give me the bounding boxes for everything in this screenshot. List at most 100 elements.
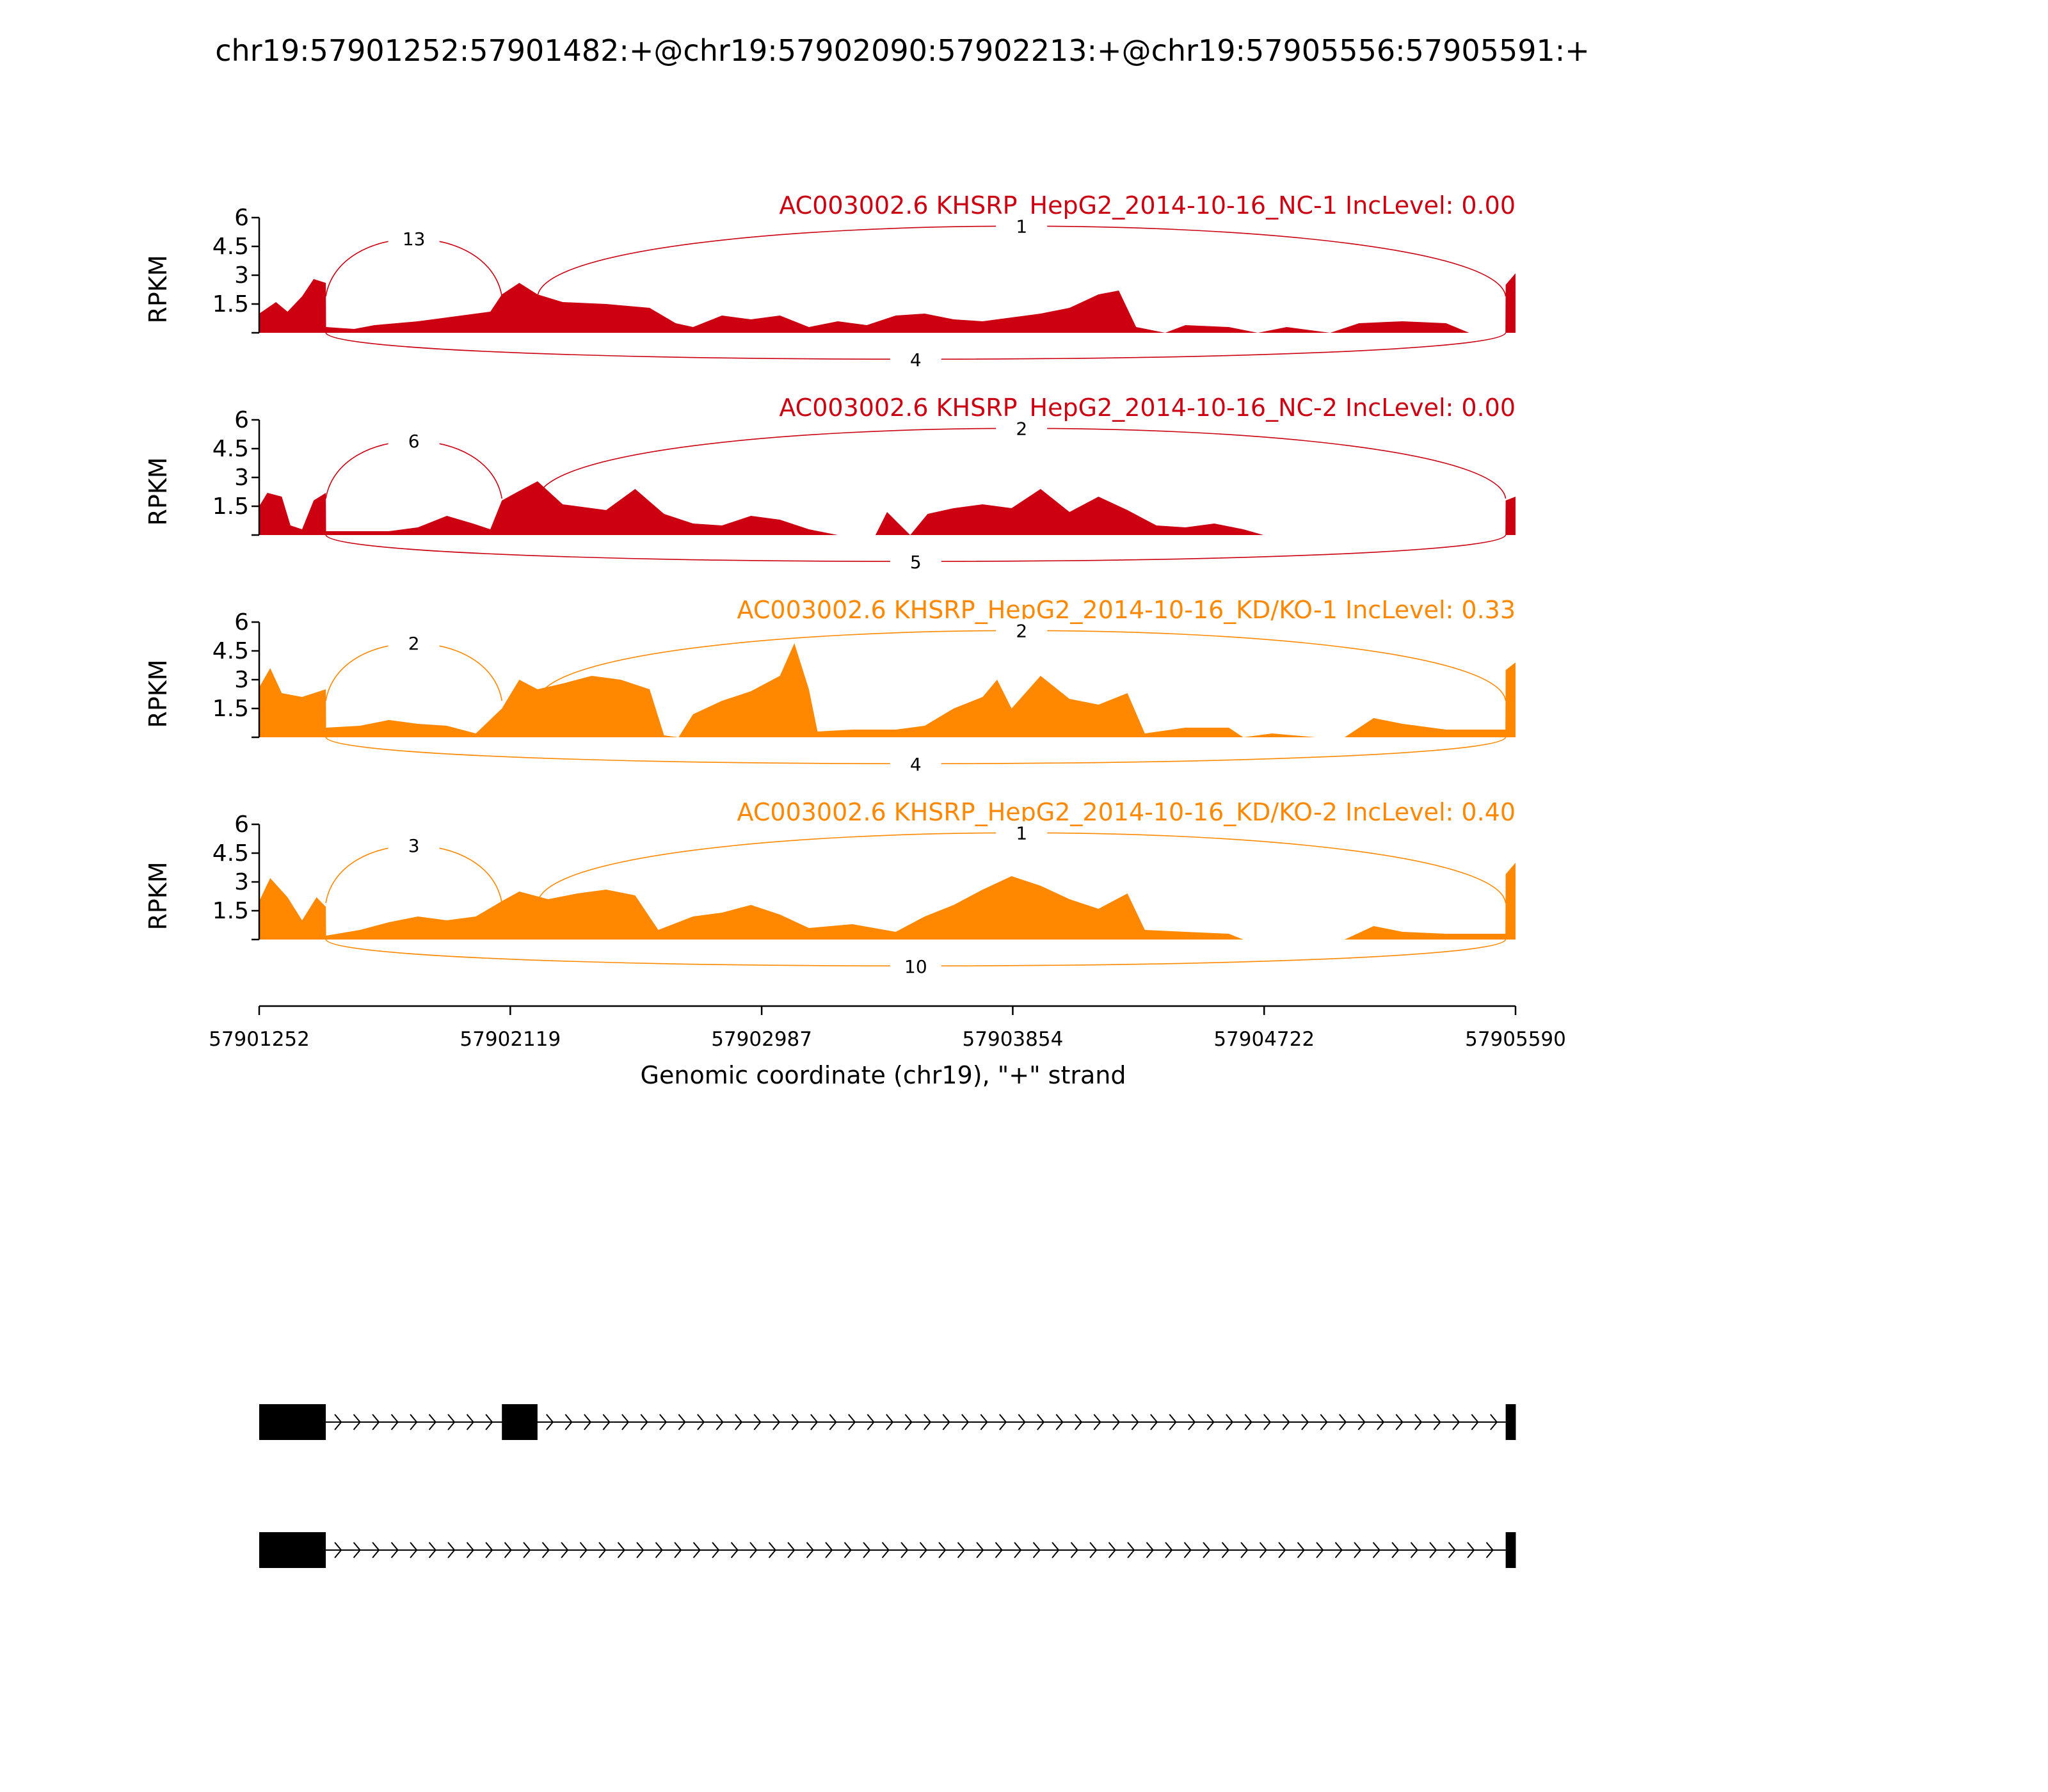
strand-arrow bbox=[716, 1414, 724, 1430]
strand-arrow bbox=[485, 1542, 493, 1558]
strand-arrow bbox=[1150, 1414, 1158, 1430]
x-tick-label: 57905590 bbox=[1465, 1028, 1566, 1051]
strand-arrow bbox=[1278, 1542, 1286, 1558]
strand-arrow bbox=[735, 1414, 743, 1430]
junction-label-bg bbox=[388, 227, 440, 250]
y-tick-label: 6 bbox=[234, 609, 249, 636]
y-tick-label: 6 bbox=[234, 407, 249, 433]
strand-arrow bbox=[584, 1414, 592, 1430]
strand-arrow bbox=[1357, 1414, 1366, 1430]
strand-arrow bbox=[886, 1414, 894, 1430]
strand-arrow bbox=[1244, 1414, 1252, 1430]
strand-arrow bbox=[829, 1414, 837, 1430]
strand-arrow bbox=[938, 1542, 947, 1558]
y-tick-label: 4.5 bbox=[212, 436, 249, 462]
isoform-1 bbox=[259, 1404, 1516, 1440]
strand-arrow bbox=[1127, 1542, 1135, 1558]
y-axis-label: RPKM bbox=[144, 255, 172, 323]
strand-arrow bbox=[881, 1542, 890, 1558]
junction-count: 5 bbox=[910, 552, 922, 573]
strand-arrow bbox=[825, 1542, 833, 1558]
junction-label-bg bbox=[890, 550, 941, 572]
exon-block bbox=[259, 1532, 326, 1568]
coverage-area bbox=[259, 863, 1516, 940]
junction-label-bg bbox=[388, 632, 440, 654]
strand-arrow bbox=[410, 1414, 418, 1430]
strand-arrow bbox=[961, 1414, 970, 1430]
strand-arrow bbox=[976, 1542, 984, 1558]
y-tick-label: 4.5 bbox=[212, 840, 249, 867]
strand-arrow bbox=[372, 1414, 380, 1430]
junction-label-bg bbox=[890, 753, 941, 774]
strand-arrow bbox=[1282, 1414, 1290, 1430]
exon-block bbox=[1505, 1532, 1516, 1568]
strand-arrow bbox=[334, 1414, 342, 1430]
y-tick-label: 1.5 bbox=[212, 493, 249, 520]
strand-arrow bbox=[678, 1414, 686, 1430]
strand-arrow bbox=[904, 1414, 913, 1430]
junction-count: 6 bbox=[408, 431, 420, 452]
strand-arrow bbox=[1037, 1414, 1045, 1430]
strand-arrow bbox=[1188, 1414, 1196, 1430]
strand-arrow bbox=[999, 1414, 1007, 1430]
strand-arrow bbox=[466, 1414, 474, 1430]
y-tick-label: 6 bbox=[234, 812, 249, 838]
junction-label-bg bbox=[996, 821, 1048, 844]
junction-count: 13 bbox=[403, 228, 426, 250]
strand-arrow bbox=[1075, 1414, 1083, 1430]
x-tick-label: 57904722 bbox=[1213, 1028, 1315, 1051]
strand-arrow bbox=[848, 1414, 856, 1430]
strand-arrow bbox=[1429, 1542, 1437, 1558]
strand-arrow bbox=[1014, 1542, 1022, 1558]
coverage-area bbox=[259, 481, 1516, 535]
x-axis: 57901252 57902119 57902987 57903854 57904722… bbox=[209, 1005, 1566, 1051]
strand-arrow bbox=[867, 1414, 875, 1430]
strand-arrow bbox=[844, 1542, 852, 1558]
exon-block bbox=[502, 1404, 538, 1440]
strand-arrow bbox=[1485, 1542, 1494, 1558]
strand-arrow bbox=[1339, 1414, 1347, 1430]
strand-arrow bbox=[428, 1542, 436, 1558]
junction-label-bg bbox=[890, 955, 941, 977]
strand-arrow bbox=[791, 1414, 799, 1430]
x-tick-label: 57902119 bbox=[460, 1028, 561, 1051]
strand-arrow bbox=[617, 1542, 625, 1558]
strand-arrow bbox=[1448, 1542, 1456, 1558]
strand-arrow bbox=[428, 1414, 436, 1430]
strand-arrow bbox=[1395, 1414, 1404, 1430]
strand-arrow bbox=[1018, 1414, 1026, 1430]
strand-arrow bbox=[1263, 1414, 1272, 1430]
strand-arrow bbox=[579, 1542, 588, 1558]
track-title: AC003002.6 KHSRP_HepG2_2014-10-16_KD/KO-… bbox=[737, 596, 1516, 624]
strand-arrow bbox=[697, 1414, 705, 1430]
y-axis-label: RPKM bbox=[144, 861, 172, 930]
strand-arrow bbox=[787, 1542, 796, 1558]
junction-count: 2 bbox=[1016, 418, 1027, 439]
strand-arrow bbox=[1070, 1542, 1078, 1558]
junction-count: 1 bbox=[1016, 216, 1027, 237]
strand-arrow bbox=[1372, 1542, 1380, 1558]
x-axis-label: Genomic coordinate (chr19), "+" strand bbox=[641, 1061, 1126, 1089]
strand-arrow bbox=[1316, 1542, 1324, 1558]
strand-arrow bbox=[674, 1542, 682, 1558]
junction-count: 2 bbox=[408, 633, 420, 654]
exon-block bbox=[1505, 1404, 1516, 1440]
junction-label-bg bbox=[996, 619, 1048, 641]
x-tick-label: 57901252 bbox=[209, 1028, 310, 1051]
strand-arrow bbox=[602, 1414, 611, 1430]
y-tick-label: 4.5 bbox=[212, 234, 249, 260]
strand-arrow bbox=[390, 1414, 399, 1430]
chart-title: chr19:57901252:57901482:+@chr19:57902090… bbox=[215, 33, 1590, 68]
junction-count: 4 bbox=[910, 349, 922, 371]
junction-count: 1 bbox=[1016, 822, 1027, 844]
strand-arrow bbox=[900, 1542, 909, 1558]
exon-block bbox=[259, 1404, 326, 1440]
strand-arrow bbox=[1410, 1542, 1418, 1558]
strand-arrow bbox=[390, 1542, 399, 1558]
strand-arrow bbox=[1240, 1542, 1249, 1558]
coverage-area bbox=[259, 643, 1516, 737]
y-tick-label: 1.5 bbox=[212, 696, 249, 722]
strand-arrow bbox=[561, 1542, 569, 1558]
